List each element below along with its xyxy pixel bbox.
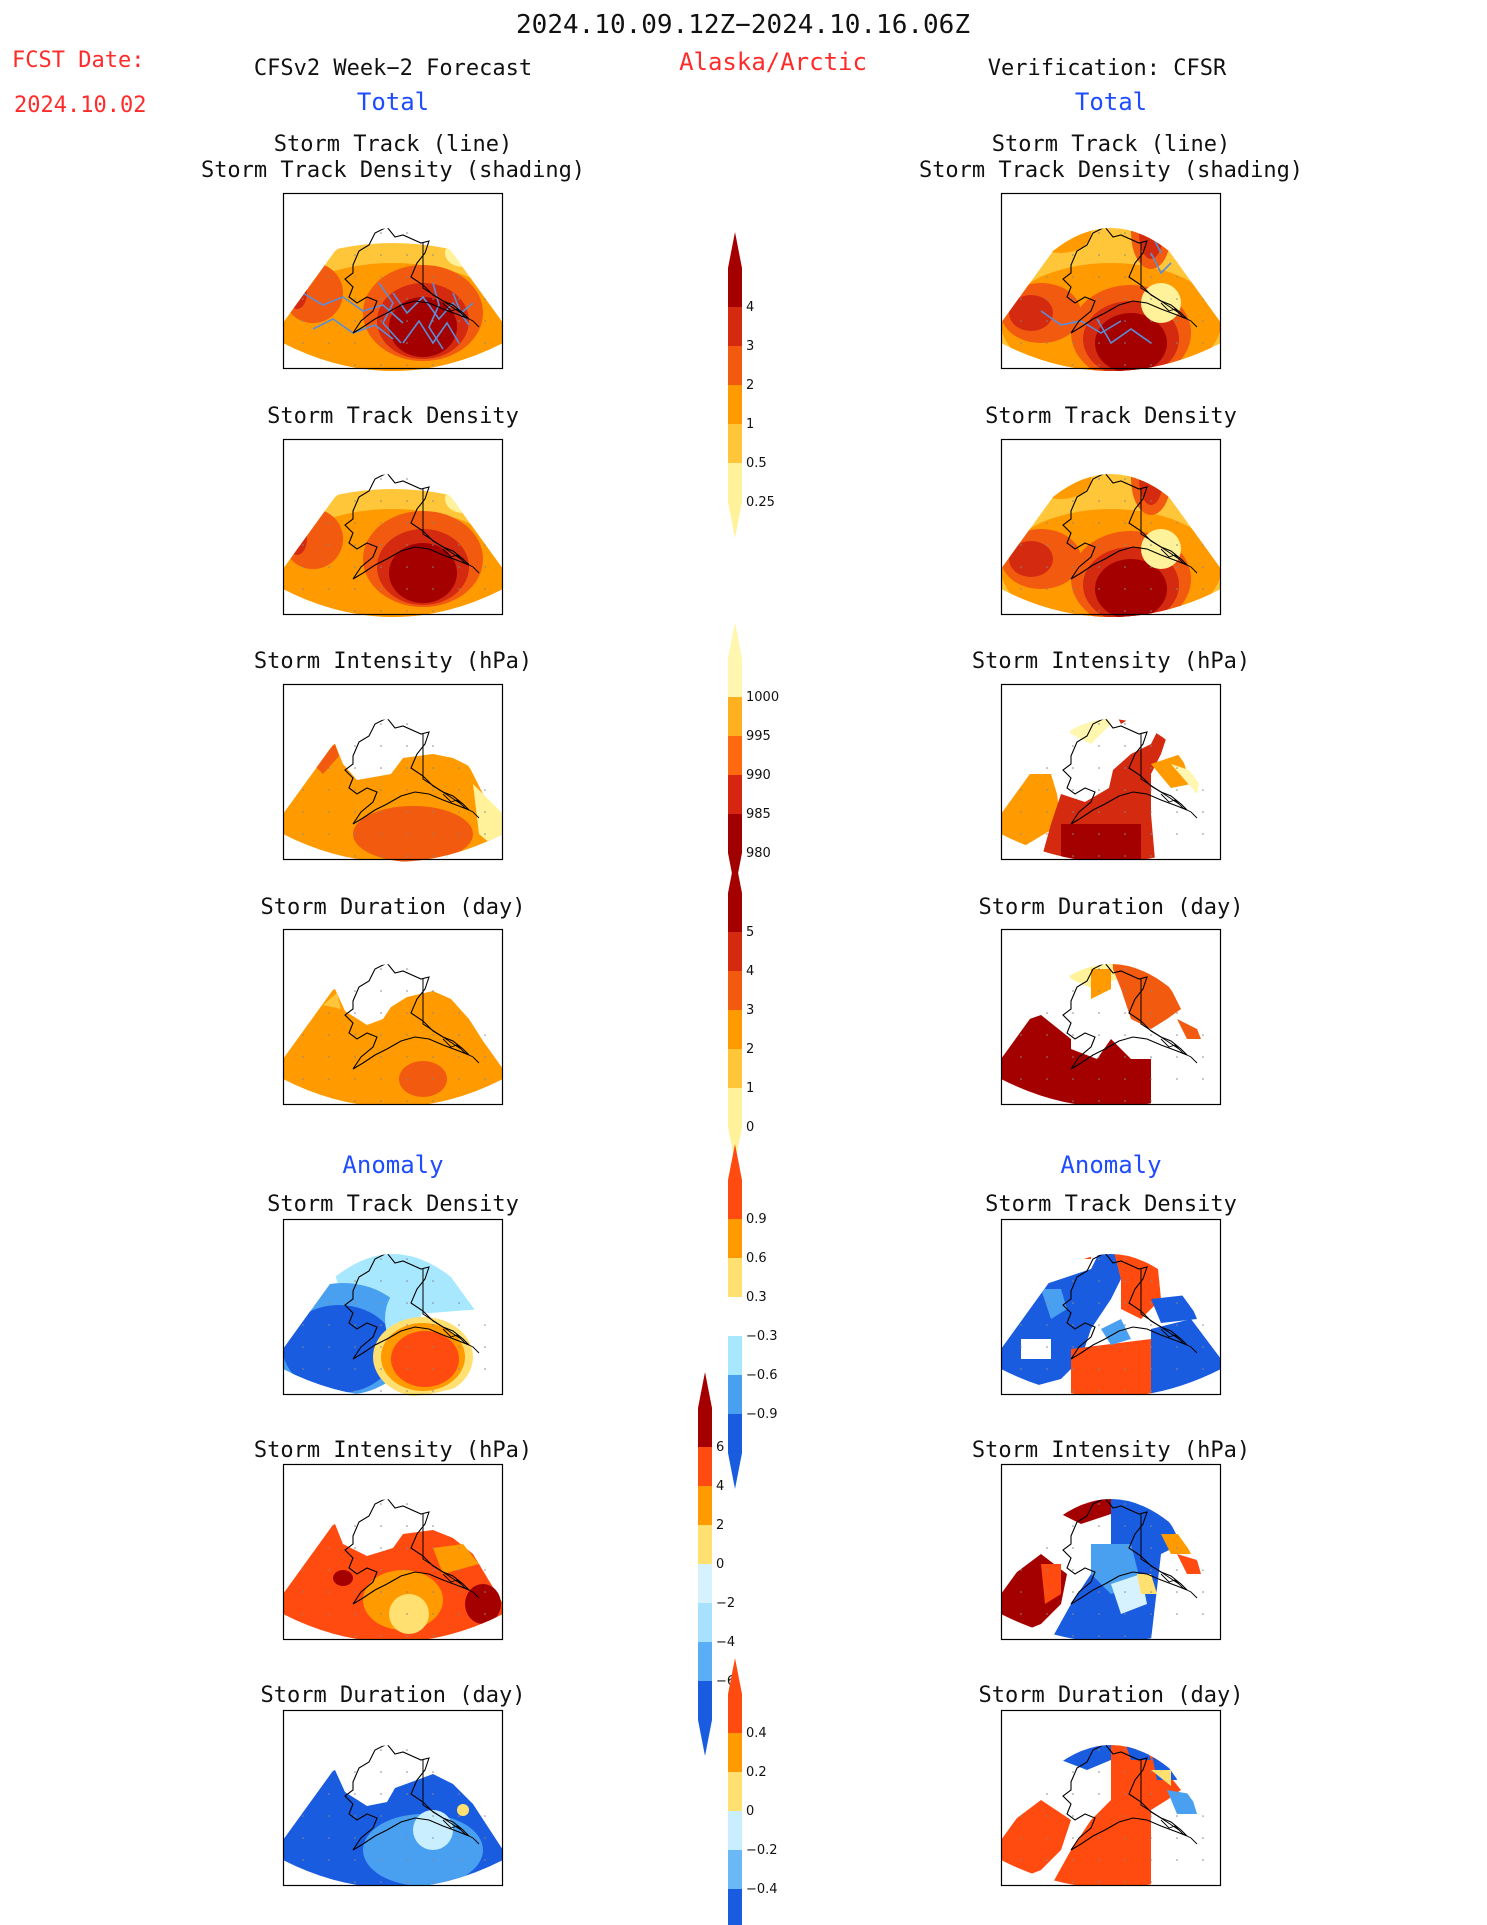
colorbar-tick-label: 2	[746, 1042, 754, 1057]
cfsr-duration-map	[1000, 928, 1222, 1106]
cb-intensity: 1000 995 990 985 980	[728, 622, 779, 889]
fcst-duration-map	[282, 928, 504, 1106]
cfsr-anom-duration-title: Storm Duration (day)	[978, 1683, 1244, 1708]
fcst-date-value: 2024.10.02	[14, 93, 147, 118]
colorbar-tick-label: 6	[716, 1440, 724, 1455]
cfsr-anomaly-label: Anomaly	[1060, 1151, 1162, 1179]
colorbar-tick-label: 995	[746, 729, 771, 744]
fcst-track-line-title: Storm Track (line)	[273, 132, 513, 157]
cb-anom-duration: 0.4 0.2 0 −0.2 −0.4	[728, 1658, 778, 1925]
cfsr-track-line-title: Storm Track (line)	[991, 132, 1231, 157]
colorbar-tick-label: 0	[746, 1120, 754, 1135]
fcst-track-shading-title: Storm Track Density (shading)	[200, 158, 586, 183]
colorbar-tick-label: −0.6	[746, 1368, 778, 1383]
fcst-anom-density-title: Storm Track Density	[267, 1192, 519, 1217]
cfsr-anom-intensity-title: Storm Intensity (hPa)	[971, 1438, 1251, 1463]
cfsr-track-map	[1000, 192, 1222, 371]
period-title: 2024.10.09.12Z−2024.10.16.06Z	[516, 10, 970, 40]
cfsr-anom-duration-map	[1000, 1709, 1222, 1887]
colorbar-tick-label: 0.6	[746, 1251, 767, 1266]
colorbar-tick-label: 0	[746, 1804, 754, 1819]
fcst-duration-title: Storm Duration (day)	[260, 895, 526, 920]
cfsr-anom-density-map	[1000, 1218, 1222, 1396]
cfsr-track-shading-title: Storm Track Density (shading)	[918, 158, 1304, 183]
forecast-total-label: Total	[356, 88, 430, 116]
colorbar-tick-label: 0.4	[746, 1726, 767, 1741]
colorbar-tick-label: 0.9	[746, 1212, 767, 1227]
colorbar-tick-label: −4	[716, 1635, 735, 1650]
colorbar-tick-label: 985	[746, 807, 771, 822]
cb-duration: 5 4 3 2 1 0	[728, 857, 754, 1163]
colorbar-tick-label: 980	[746, 846, 771, 861]
fcst-anom-duration-map	[282, 1709, 504, 1887]
cfsr-anom-intensity-map	[1000, 1463, 1222, 1641]
forecast-title: CFSv2 Week−2 Forecast	[253, 56, 533, 81]
fcst-density-map	[282, 438, 504, 617]
cfsr-anom-density-title: Storm Track Density	[985, 1192, 1237, 1217]
fcst-intensity-title: Storm Intensity (hPa)	[253, 649, 533, 674]
colorbar-tick-label: −2	[716, 1596, 735, 1611]
colorbar-tick-label: 2	[716, 1518, 724, 1533]
fcst-track-map	[282, 192, 504, 371]
cb-density: 4 3 2 1 0.5 0.25	[728, 232, 775, 538]
fcst-intensity-map	[282, 683, 504, 862]
colorbar-tick-label: 0.3	[746, 1290, 767, 1305]
fcst-anomaly-label: Anomaly	[342, 1151, 444, 1179]
cfsr-duration-title: Storm Duration (day)	[978, 895, 1244, 920]
colorbar-tick-label: 4	[716, 1479, 724, 1494]
fcst-anom-duration-title: Storm Duration (day)	[260, 1683, 526, 1708]
colorbar-tick-label: 3	[746, 339, 754, 354]
colorbar-tick-label: 1	[746, 1081, 754, 1096]
fcst-density-title: Storm Track Density	[267, 404, 519, 429]
fcst-anom-density-map	[282, 1218, 504, 1397]
colorbar-tick-label: 990	[746, 768, 771, 783]
colorbar-tick-label: 1	[746, 417, 754, 432]
colorbar-tick-label: −0.2	[746, 1843, 778, 1858]
cfsr-density-title: Storm Track Density	[985, 404, 1237, 429]
colorbar-tick-label: 0	[716, 1557, 724, 1572]
colorbar-tick-label: 3	[746, 1003, 754, 1018]
fcst-date-label: FCST Date:	[12, 48, 145, 73]
colorbar-tick-label: −0.9	[746, 1407, 778, 1422]
colorbar-tick-label: 0.5	[746, 456, 767, 471]
cb-anom-density: 0.9 0.6 0.3 −0.3 −0.6 −0.9	[728, 1144, 778, 1489]
colorbar-tick-label: 4	[746, 300, 754, 315]
fcst-anom-intensity-title: Storm Intensity (hPa)	[253, 1438, 533, 1463]
colorbar-tick-label: −0.3	[746, 1329, 778, 1344]
colorbar-tick-label: 5	[746, 925, 754, 940]
verification-total-label: Total	[1074, 88, 1148, 116]
colorbar-tick-label: 0.25	[746, 495, 775, 510]
colorbar-tick-label: −0.4	[746, 1882, 778, 1897]
colorbar-tick-label: 0.2	[746, 1765, 767, 1780]
colorbar-tick-label: 2	[746, 378, 754, 393]
verification-title: Verification: CFSR	[987, 56, 1227, 81]
cfsr-density-map	[1000, 438, 1222, 617]
cfsr-intensity-map	[1000, 683, 1222, 861]
colorbar-tick-label: 1000	[746, 690, 779, 705]
region-title: Alaska/Arctic	[679, 48, 867, 76]
colorbar-tick-label: 4	[746, 964, 754, 979]
cfsr-intensity-title: Storm Intensity (hPa)	[971, 649, 1251, 674]
fcst-anom-intensity-map	[282, 1463, 504, 1641]
